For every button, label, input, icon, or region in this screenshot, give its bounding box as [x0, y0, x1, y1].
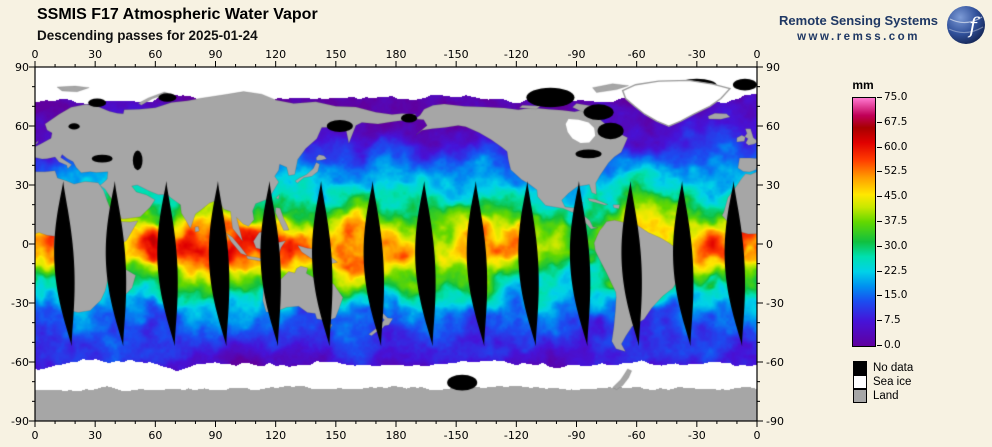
lat-tick-label: 90: [766, 61, 780, 74]
colorbar-tick-label: 75.0: [884, 91, 908, 103]
legend-label: Sea ice: [873, 376, 912, 388]
svg-text:f: f: [967, 14, 980, 38]
colorbar-tick-label: 30.0: [884, 239, 908, 252]
colorbar-tick: [877, 196, 882, 198]
lat-tick-label: 0: [766, 238, 773, 251]
lon-tick-label: 150: [325, 429, 347, 442]
lon-tick-label: 60: [148, 48, 163, 61]
colorbar-unit: mm: [852, 78, 874, 92]
lat-tick-label: 30: [766, 179, 780, 192]
lon-tick-label: 0: [753, 48, 761, 61]
lon-tick-label: 90: [208, 429, 223, 442]
colorbar-tick: [877, 97, 882, 98]
lon-tick-label: 30: [88, 48, 103, 61]
colorbar-tick: [877, 295, 882, 297]
legend-item-sea-ice: Sea ice: [853, 375, 911, 389]
colorbar-tick: [877, 171, 882, 173]
legend-label: Land: [873, 390, 899, 402]
lon-tick-label: 180: [385, 48, 407, 61]
branding: Remote Sensing Systems www.remss.com f: [779, 5, 986, 50]
legend-swatch: [853, 361, 867, 375]
page-subtitle: Descending passes for 2025-01-24: [37, 28, 258, 43]
lon-tick-label: 0: [753, 429, 761, 442]
lon-tick-label: 30: [88, 429, 103, 442]
colorbar-tick-label: 15.0: [884, 289, 908, 302]
colorbar-tick-label: 22.5: [884, 264, 908, 277]
lon-tick-label: -90: [567, 429, 586, 442]
colorbar-tick-label: 7.5: [884, 314, 901, 327]
lon-tick-label: 120: [265, 48, 287, 61]
legend-item-no-data: No data: [853, 361, 913, 375]
page-title: SSMIS F17 Atmospheric Water Vapor: [37, 6, 318, 23]
colorbar-tick: [877, 221, 882, 222]
lon-tick-label: 60: [148, 429, 163, 442]
lat-tick-label: -90: [766, 415, 784, 428]
lon-tick-label: 180: [385, 429, 407, 442]
lat-tick-label: -60: [11, 356, 29, 369]
legend-swatch: [853, 375, 867, 389]
colorbar-tick-label: 60.0: [884, 140, 908, 153]
lon-tick-label: -30: [687, 48, 706, 61]
world-map: [35, 67, 757, 421]
legend-swatch: [853, 389, 867, 403]
colorbar-tick: [877, 245, 882, 247]
colorbar-tick-label: 67.5: [884, 115, 908, 128]
lon-tick-label: -120: [503, 48, 529, 61]
colorbar-tick-label: 37.5: [884, 215, 908, 227]
lon-tick-label: -150: [443, 429, 469, 442]
colorbar-tick: [877, 345, 882, 346]
colorbar-tick: [877, 121, 882, 123]
colorbar-tick: [877, 146, 882, 148]
lat-tick-label: 60: [766, 120, 780, 133]
lon-tick-label: 120: [265, 429, 287, 442]
colorbar-tick-label: 0.0: [884, 339, 901, 351]
lon-tick-label: -90: [567, 48, 586, 61]
colorbar-tick-label: 52.5: [884, 165, 908, 178]
colorbar-gradient: [852, 97, 876, 347]
brand-url-link[interactable]: www.remss.com: [797, 30, 920, 43]
lon-tick-label: -60: [627, 429, 646, 442]
lon-tick-label: -150: [443, 48, 469, 61]
legend-label: No data: [873, 362, 914, 374]
lat-tick-label: 90: [15, 61, 29, 74]
lon-tick-label: -60: [627, 48, 646, 61]
lon-tick-label: 0: [31, 48, 39, 61]
lat-tick-label: -30: [11, 297, 29, 310]
legend-item-land: Land: [853, 389, 899, 403]
lat-tick-label: -90: [11, 415, 29, 428]
lon-tick-label: -120: [503, 429, 529, 442]
lat-tick-label: -30: [766, 297, 784, 310]
lon-tick-label: 150: [325, 48, 347, 61]
globe-logo-icon[interactable]: f: [946, 5, 986, 50]
brand-name: Remote Sensing Systems: [779, 12, 938, 28]
brand-text: Remote Sensing Systems www.remss.com: [779, 13, 938, 43]
lat-tick-label: 0: [22, 238, 29, 251]
lat-tick-label: -60: [766, 356, 784, 369]
colorbar-tick-label: 45.0: [884, 190, 908, 203]
lon-tick-label: 90: [208, 48, 223, 61]
lon-tick-label: -30: [687, 429, 706, 442]
lat-tick-label: 30: [15, 179, 29, 192]
lat-tick-label: 60: [15, 120, 29, 133]
lon-tick-label: 0: [31, 429, 39, 442]
colorbar-tick: [877, 270, 882, 272]
colorbar-tick: [877, 320, 882, 322]
